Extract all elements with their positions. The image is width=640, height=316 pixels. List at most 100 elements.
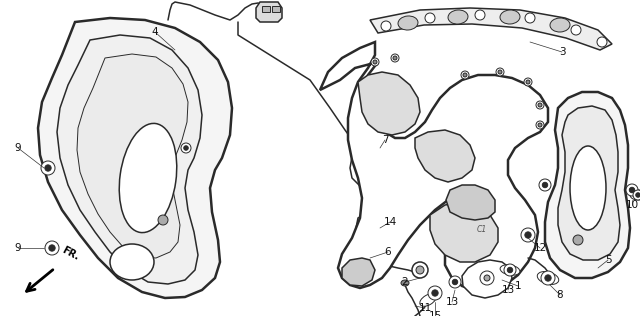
Ellipse shape: [428, 286, 442, 300]
Text: C1: C1: [477, 226, 487, 234]
Ellipse shape: [358, 249, 376, 267]
Ellipse shape: [480, 271, 494, 285]
Text: 9: 9: [15, 243, 21, 253]
Ellipse shape: [524, 78, 532, 86]
Ellipse shape: [545, 275, 551, 281]
Text: 12: 12: [533, 243, 547, 253]
Ellipse shape: [461, 71, 469, 79]
Text: 5: 5: [605, 255, 611, 265]
Text: 13: 13: [501, 285, 515, 295]
Ellipse shape: [41, 161, 55, 175]
Text: 4: 4: [152, 27, 158, 37]
Text: 1: 1: [515, 281, 522, 291]
Polygon shape: [357, 245, 378, 272]
Ellipse shape: [413, 268, 423, 276]
Text: 8: 8: [557, 290, 563, 300]
Ellipse shape: [372, 167, 388, 183]
Polygon shape: [415, 130, 475, 182]
Ellipse shape: [45, 241, 59, 255]
Polygon shape: [370, 8, 612, 50]
Ellipse shape: [636, 193, 640, 197]
Ellipse shape: [536, 121, 544, 129]
Ellipse shape: [110, 244, 154, 280]
Ellipse shape: [573, 235, 583, 245]
Ellipse shape: [537, 271, 559, 284]
Ellipse shape: [49, 245, 55, 251]
Ellipse shape: [504, 264, 516, 276]
Ellipse shape: [525, 232, 531, 238]
Ellipse shape: [542, 182, 548, 188]
Ellipse shape: [508, 267, 513, 273]
Ellipse shape: [597, 37, 607, 47]
Ellipse shape: [538, 123, 542, 127]
Polygon shape: [558, 106, 620, 260]
Ellipse shape: [119, 123, 177, 233]
Polygon shape: [430, 202, 498, 262]
Ellipse shape: [484, 275, 490, 281]
Ellipse shape: [571, 25, 581, 35]
Ellipse shape: [362, 253, 372, 263]
Ellipse shape: [393, 56, 397, 60]
Text: 15: 15: [428, 311, 442, 316]
Text: 3: 3: [559, 47, 565, 57]
Text: 10: 10: [625, 200, 639, 210]
Text: 14: 14: [383, 217, 397, 227]
Text: 2: 2: [402, 277, 408, 287]
Ellipse shape: [376, 171, 384, 179]
Polygon shape: [462, 260, 512, 298]
Ellipse shape: [536, 101, 544, 109]
Ellipse shape: [500, 265, 520, 275]
Ellipse shape: [420, 294, 436, 306]
Ellipse shape: [184, 146, 188, 150]
Text: 6: 6: [385, 247, 391, 257]
Ellipse shape: [626, 184, 638, 196]
Polygon shape: [356, 212, 395, 244]
Ellipse shape: [432, 290, 438, 296]
Ellipse shape: [538, 103, 542, 107]
Ellipse shape: [449, 276, 461, 288]
Ellipse shape: [381, 21, 391, 31]
Polygon shape: [38, 18, 232, 298]
Ellipse shape: [633, 190, 640, 200]
Polygon shape: [350, 136, 410, 214]
Ellipse shape: [412, 262, 428, 278]
Ellipse shape: [526, 80, 530, 84]
Ellipse shape: [463, 73, 467, 77]
Ellipse shape: [452, 279, 458, 285]
Ellipse shape: [500, 10, 520, 24]
Polygon shape: [545, 92, 630, 278]
Ellipse shape: [475, 10, 485, 20]
Ellipse shape: [373, 60, 377, 64]
Polygon shape: [358, 72, 420, 135]
Text: 7: 7: [381, 135, 388, 145]
Ellipse shape: [630, 190, 640, 200]
Polygon shape: [272, 6, 280, 12]
Text: 13: 13: [445, 297, 459, 307]
Text: 9: 9: [15, 143, 21, 153]
Ellipse shape: [391, 54, 399, 62]
Ellipse shape: [371, 58, 379, 66]
Polygon shape: [256, 2, 282, 22]
Ellipse shape: [401, 280, 409, 286]
Polygon shape: [57, 35, 202, 284]
Polygon shape: [320, 42, 548, 290]
Ellipse shape: [521, 228, 535, 242]
Polygon shape: [262, 6, 270, 12]
Ellipse shape: [367, 221, 381, 235]
Polygon shape: [77, 54, 188, 258]
Ellipse shape: [45, 165, 51, 171]
Ellipse shape: [496, 68, 504, 76]
Ellipse shape: [498, 70, 502, 74]
Ellipse shape: [181, 143, 191, 153]
Ellipse shape: [398, 16, 418, 30]
Text: 11: 11: [419, 303, 431, 313]
Ellipse shape: [539, 179, 551, 191]
Polygon shape: [446, 185, 495, 220]
Ellipse shape: [570, 146, 606, 230]
Text: FR.: FR.: [60, 245, 81, 262]
Polygon shape: [342, 258, 375, 286]
Ellipse shape: [629, 187, 635, 193]
Ellipse shape: [541, 271, 555, 285]
Ellipse shape: [416, 266, 424, 274]
Ellipse shape: [158, 215, 168, 225]
